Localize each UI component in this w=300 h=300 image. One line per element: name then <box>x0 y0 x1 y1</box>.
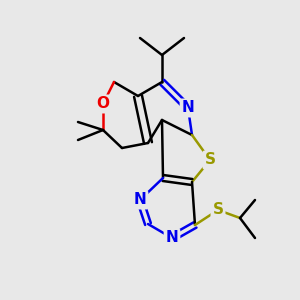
Text: S: S <box>212 202 224 217</box>
Text: N: N <box>166 230 178 245</box>
Text: S: S <box>205 152 215 167</box>
Text: N: N <box>134 193 146 208</box>
Text: N: N <box>182 100 194 116</box>
Text: O: O <box>97 97 110 112</box>
